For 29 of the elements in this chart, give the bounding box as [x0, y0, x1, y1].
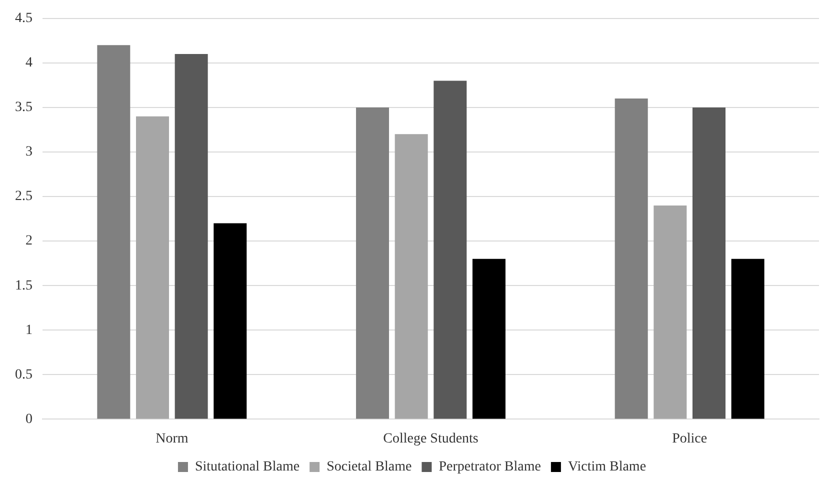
bar	[472, 258, 506, 419]
x-tick-label: Police	[672, 431, 708, 446]
x-tick-label: College Students	[383, 431, 478, 446]
bar	[654, 205, 687, 419]
y-tick-label: 4.5	[15, 11, 32, 26]
legend-label: Situtational Blame	[194, 460, 300, 475]
bar	[731, 258, 764, 419]
bar	[174, 54, 208, 419]
legend-label: Societal Blame	[326, 460, 412, 475]
bar	[97, 45, 130, 419]
legend-label: Perpetrator Blame	[438, 460, 541, 475]
bar	[692, 107, 726, 419]
bar	[356, 107, 390, 419]
y-tick-label: 1.5	[15, 278, 32, 294]
y-tick-label: 0.5	[15, 367, 32, 382]
y-tick-label: 1	[26, 322, 32, 338]
bar	[394, 134, 428, 419]
bar	[214, 223, 247, 419]
y-tick-label: 3.5	[15, 100, 32, 116]
y-tick-label: 2	[26, 234, 32, 249]
legend-label: Victim Blame	[568, 460, 646, 475]
y-tick-label: 4	[26, 56, 32, 71]
y-tick-label: 2.5	[15, 189, 32, 204]
bar	[614, 98, 648, 419]
y-tick-label: 0	[26, 412, 32, 427]
bar	[136, 116, 170, 419]
y-tick-label: 3	[26, 144, 32, 160]
x-tick-label: Norm	[156, 431, 188, 446]
bar	[434, 80, 467, 419]
